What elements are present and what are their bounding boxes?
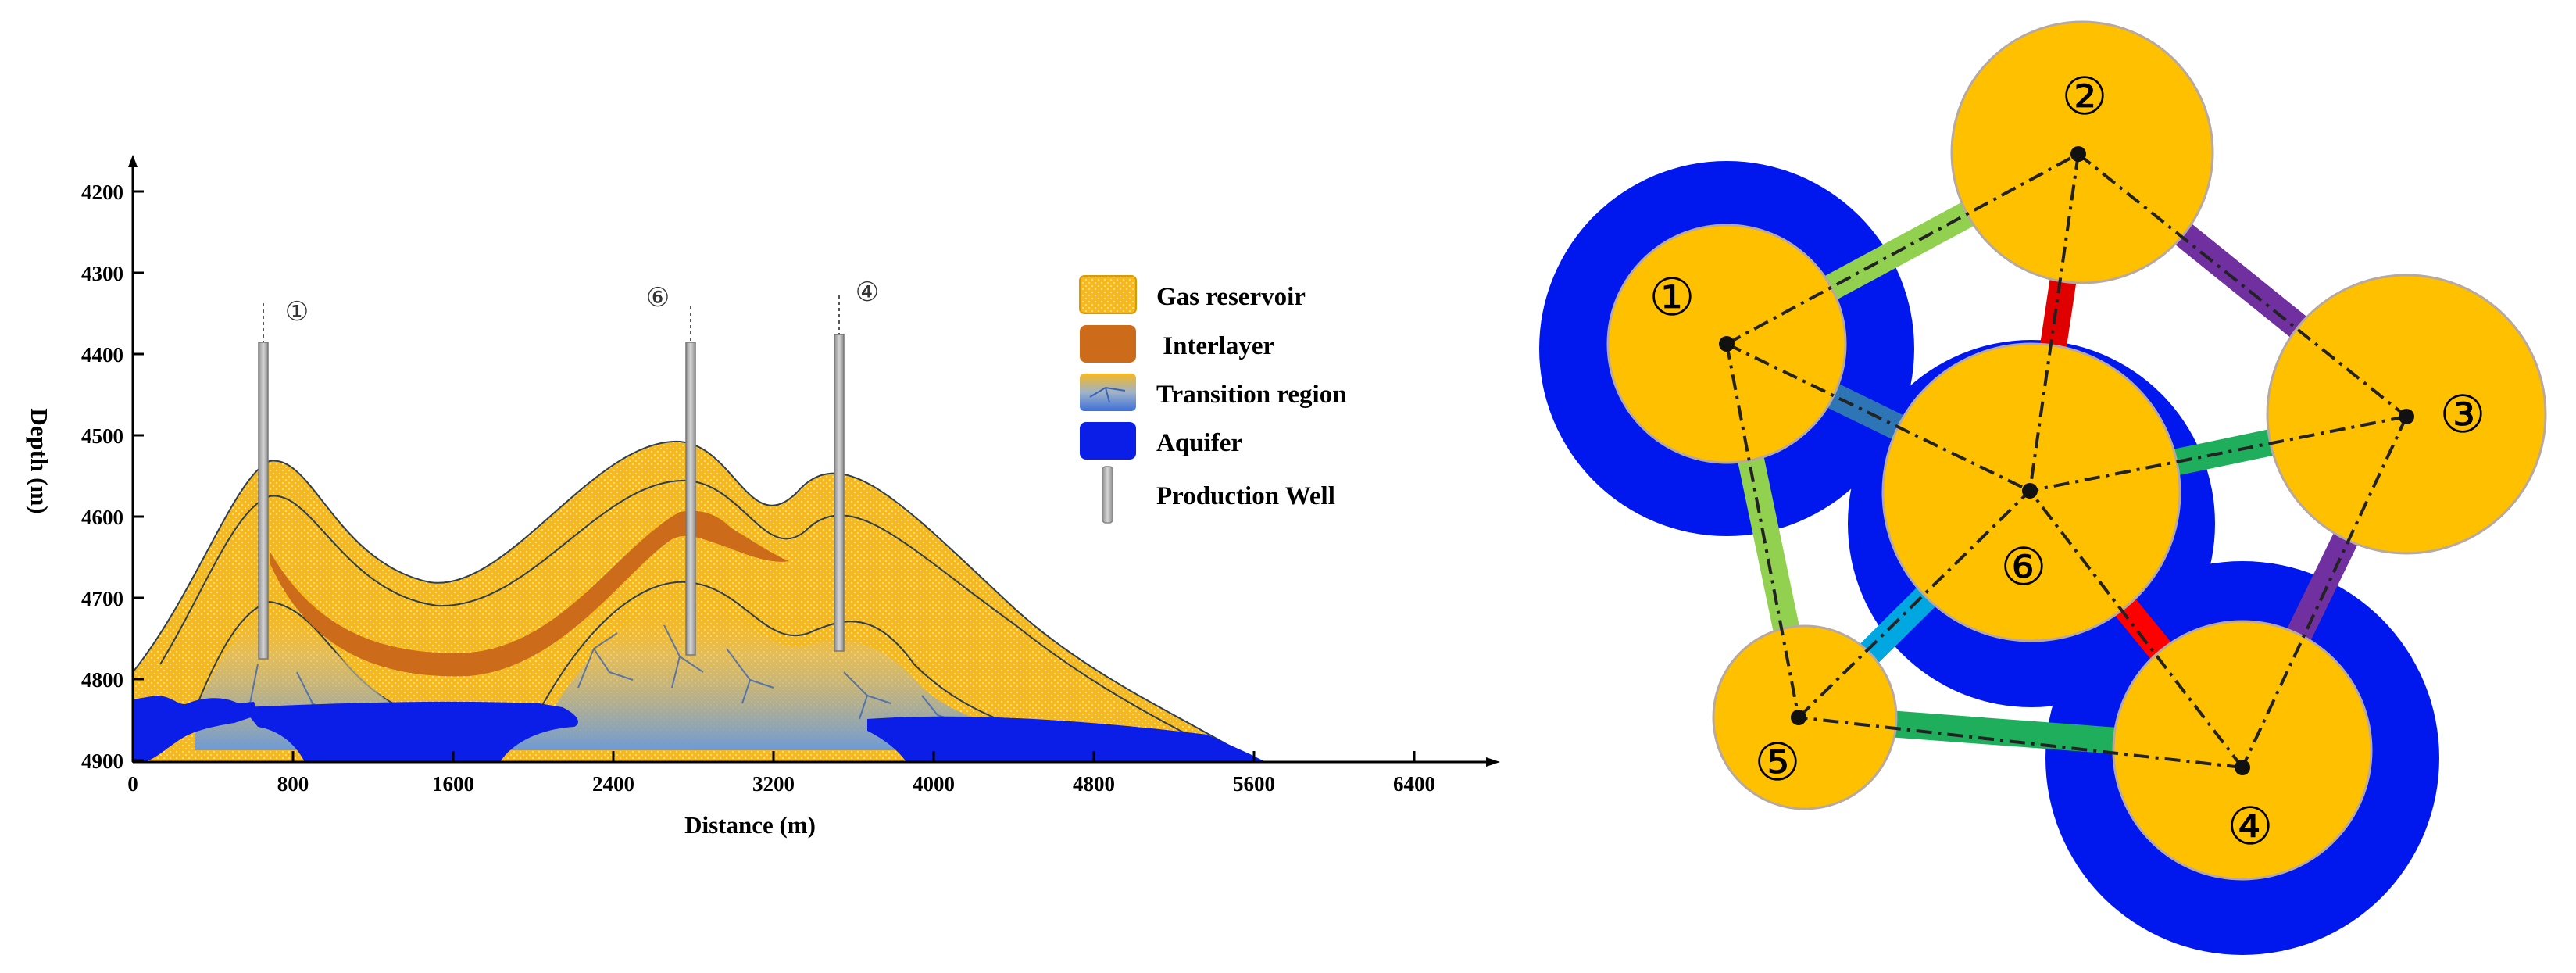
y-tick-label: 4600 <box>81 506 123 529</box>
x-tick-label: 4800 <box>1073 772 1115 796</box>
x-tick-label: 3200 <box>752 772 795 796</box>
production-well-1: ① <box>258 296 309 660</box>
legend-label-well: Production Well <box>1156 482 1335 510</box>
y-tick-label: 4800 <box>81 668 123 692</box>
x-axis-ticks: 0 800 1600 2400 3200 4000 4800 5600 6400 <box>127 751 1435 796</box>
well-6-label: ⑥ <box>646 282 670 313</box>
flow-path <box>1726 152 2079 345</box>
node-label: ⑥ <box>2000 537 2046 597</box>
legend-label-interlayer: Interlayer <box>1156 332 1274 360</box>
x-tick-label: 800 <box>277 772 309 796</box>
axes <box>128 155 1500 767</box>
production-well-4: ④ <box>834 277 879 652</box>
x-tick-label: 6400 <box>1393 772 1435 796</box>
x-tick-label: 5600 <box>1233 772 1275 796</box>
y-tick-label: 4400 <box>81 343 123 367</box>
node-label: ③ <box>2439 385 2485 445</box>
well-point <box>1719 336 1735 352</box>
x-tick-label: 4000 <box>913 772 955 796</box>
legend: Gas reservoir Interlayer Transition regi… <box>1079 275 1347 524</box>
cross-section-panel: ① ⑥ ④ 4200 4300 4400 4500 4600 4700 4800 4900 0… <box>26 155 1500 839</box>
x-axis-title: Distance (m) <box>684 811 816 839</box>
production-well-6: ⑥ <box>646 282 696 656</box>
well-1-label: ① <box>285 296 309 327</box>
flow-path <box>1798 716 2243 769</box>
well-point <box>2022 483 2038 499</box>
y-tick-label: 4500 <box>81 424 123 448</box>
legend-swatch-transition <box>1080 374 1136 411</box>
node-label: ④ <box>2227 796 2273 857</box>
x-tick-label: 1600 <box>432 772 474 796</box>
y-tick-label: 4700 <box>81 587 123 610</box>
legend-swatch-well <box>1102 466 1113 524</box>
flow-path <box>2028 489 2244 769</box>
y-axis-ticks: 4200 4300 4400 4500 4600 4700 4800 4900 <box>81 181 144 773</box>
legend-swatch-interlayer <box>1080 325 1136 363</box>
node-label: ⑤ <box>1754 732 1800 792</box>
legend-swatch-gas <box>1079 275 1137 314</box>
y-tick-label: 4300 <box>81 262 123 285</box>
node-label: ① <box>1649 267 1695 327</box>
aquifer-areas <box>133 696 1266 762</box>
flow-path <box>2077 152 2408 418</box>
x-tick-label: 2400 <box>592 772 634 796</box>
well-4-label: ④ <box>856 277 879 308</box>
well-point <box>2235 760 2250 775</box>
well-point <box>1791 710 1806 725</box>
well-point <box>2070 146 2086 162</box>
flow-path <box>1725 343 1800 718</box>
x-tick-label: 0 <box>127 772 138 796</box>
well-point <box>2399 409 2414 424</box>
interlayer-band <box>270 510 789 677</box>
flow-path <box>2028 153 2080 492</box>
y-axis-title: Depth (m) <box>26 408 53 513</box>
well-network-diagram: ① ② ③ ④ ⑤ ⑥ <box>1539 20 2547 955</box>
flow-path <box>2241 416 2408 768</box>
flow-path <box>1797 489 2031 719</box>
legend-swatch-aquifer <box>1080 422 1136 460</box>
legend-label-aquifer: Aquifer <box>1156 429 1242 457</box>
y-tick-label: 4900 <box>81 749 123 773</box>
y-tick-label: 4200 <box>81 181 123 204</box>
legend-label-transition: Transition region <box>1156 381 1347 409</box>
flow-path <box>1726 342 2031 492</box>
fracture-lines <box>234 624 962 728</box>
legend-label-gas: Gas reservoir <box>1156 283 1306 311</box>
node-label: ② <box>2061 66 2107 127</box>
flow-path <box>2029 415 2407 492</box>
